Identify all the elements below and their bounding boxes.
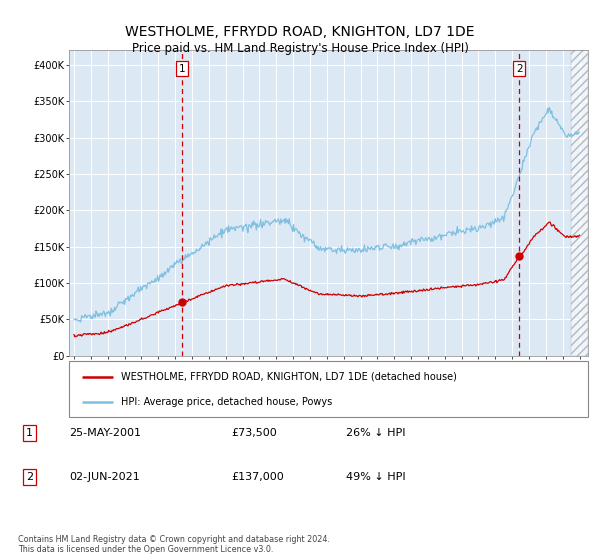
Text: HPI: Average price, detached house, Powys: HPI: Average price, detached house, Powy… xyxy=(121,396,332,407)
Text: £73,500: £73,500 xyxy=(231,428,277,438)
Text: 2: 2 xyxy=(26,472,33,482)
Text: 02-JUN-2021: 02-JUN-2021 xyxy=(70,472,140,482)
Text: WESTHOLME, FFRYDD ROAD, KNIGHTON, LD7 1DE: WESTHOLME, FFRYDD ROAD, KNIGHTON, LD7 1D… xyxy=(125,25,475,39)
Text: Price paid vs. HM Land Registry's House Price Index (HPI): Price paid vs. HM Land Registry's House … xyxy=(131,42,469,55)
Text: 25-MAY-2001: 25-MAY-2001 xyxy=(70,428,142,438)
Text: Contains HM Land Registry data © Crown copyright and database right 2024.
This d: Contains HM Land Registry data © Crown c… xyxy=(18,535,330,554)
Text: £137,000: £137,000 xyxy=(231,472,284,482)
Text: 26% ↓ HPI: 26% ↓ HPI xyxy=(346,428,406,438)
Text: 2: 2 xyxy=(516,64,523,73)
Text: 1: 1 xyxy=(178,64,185,73)
Text: WESTHOLME, FFRYDD ROAD, KNIGHTON, LD7 1DE (detached house): WESTHOLME, FFRYDD ROAD, KNIGHTON, LD7 1D… xyxy=(121,372,457,382)
Text: 49% ↓ HPI: 49% ↓ HPI xyxy=(346,472,406,482)
Text: 1: 1 xyxy=(26,428,33,438)
